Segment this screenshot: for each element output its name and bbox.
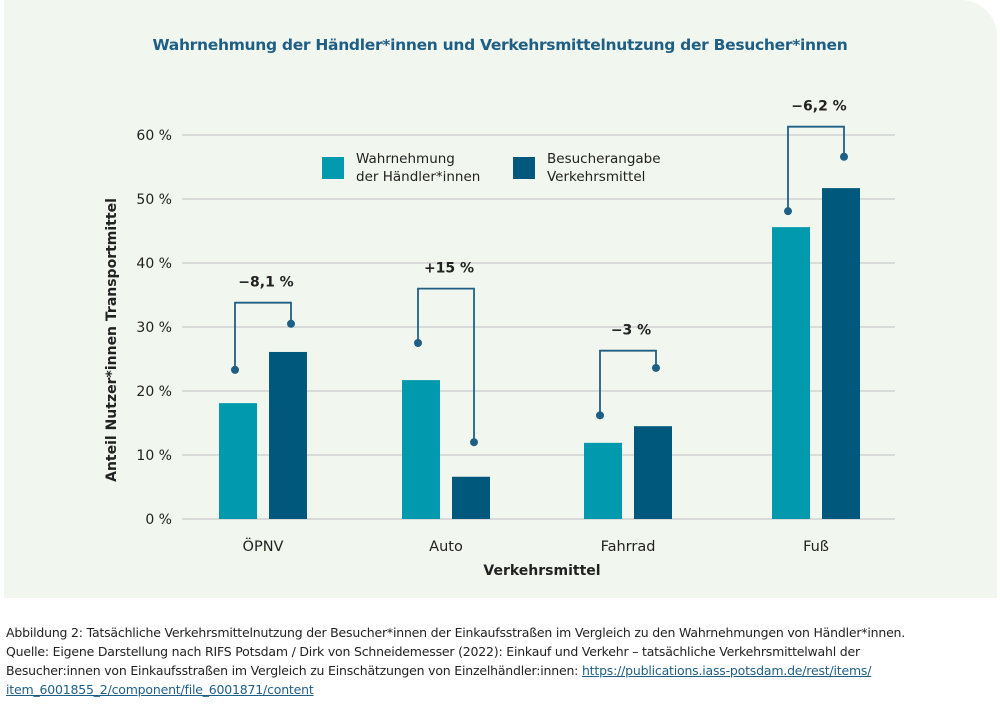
bracket-point-besucher (840, 152, 848, 161)
legend-swatch-teal (322, 157, 344, 179)
caption-line: Abbildung 2: Tatsächliche Verkehrsmittel… (6, 625, 906, 640)
y-tick-label: 50 % (136, 192, 172, 208)
bar-chart: 0 %10 %20 %30 %40 %50 %60 % −8,1 %+15 %−… (104, 99, 895, 579)
legend-swatch-navy (513, 157, 535, 179)
bracket-point-haendler (596, 411, 604, 420)
bar-haendler (584, 442, 622, 519)
caption-line: Besucher:innen von Einkaufsstraßen im Ve… (6, 661, 996, 680)
y-tick-label: 20 % (136, 384, 172, 400)
y-axis-ticks: 0 % 10 % 20 % 30 % 40 % 50 % 60 % (136, 128, 172, 528)
x-category-label: ÖPNV (243, 537, 284, 555)
difference-label: −6,2 % (791, 99, 846, 115)
bar-besucher (269, 351, 307, 519)
bar-besucher (822, 188, 860, 519)
y-tick-label: 40 % (136, 256, 172, 272)
bracket-point-besucher (652, 363, 660, 372)
bar-haendler (219, 403, 257, 519)
difference-bracket (417, 287, 475, 443)
legend-item-besucher: Besucherangabe Verkehrsmittel (513, 150, 661, 186)
bracket-point-besucher (287, 319, 295, 328)
source-link[interactable]: https://publications.iass-potsdam.de/res… (581, 663, 872, 678)
difference-bracket (787, 125, 845, 212)
y-tick-label: 10 % (136, 448, 172, 464)
legend-label: Besucherangabe Verkehrsmittel (547, 151, 661, 185)
bars (219, 188, 860, 519)
x-category-label: Fuß (803, 539, 829, 555)
y-tick-label: 30 % (136, 320, 172, 336)
y-tick-label: 60 % (136, 128, 172, 144)
bracket-point-haendler (784, 207, 792, 216)
difference-bracket (234, 301, 292, 370)
difference-annotations: −8,1 % +15 % −3 % −6,2 % (231, 99, 848, 447)
bar-besucher (452, 476, 490, 519)
bracket-point-haendler (231, 365, 239, 374)
caption-line: Quelle: Eigene Darstellung nach RIFS Pot… (6, 644, 860, 659)
source-link-continued[interactable]: item_6001855_2/component/file_6001871/co… (6, 682, 314, 697)
caption-text: Besucher:innen von Einkaufsstraßen im Ve… (6, 663, 582, 678)
figure-caption: Abbildung 2: Tatsächliche Verkehrsmittel… (6, 623, 996, 699)
difference-label: −8,1 % (238, 275, 293, 291)
x-category-label: Fahrrad (601, 539, 656, 555)
legend-label: Wahrnehmung der Händler*innen (356, 151, 481, 185)
y-axis-title: Anteil Nutzer*innen Transportmittel (104, 198, 120, 482)
bracket-point-haendler (414, 339, 422, 347)
legend-item-haendler: Wahrnehmung der Händler*innen (322, 150, 480, 186)
bar-besucher (634, 426, 672, 519)
bracket-point-besucher (470, 438, 478, 447)
x-category-label: Auto (429, 539, 463, 555)
x-axis-title: Verkehrsmittel (483, 563, 600, 579)
x-axis-categories: ÖPNV Auto Fahrrad Fuß (243, 537, 829, 555)
difference-label: +15 % (424, 261, 474, 277)
caption-line: item_6001855_2/component/file_6001871/co… (6, 680, 996, 699)
chart-title: Wahrnehmung der Händler*innen und Verkeh… (152, 36, 848, 54)
bar-haendler (772, 227, 810, 519)
difference-label: −3 % (611, 323, 651, 339)
difference-bracket (599, 349, 657, 416)
bar-haendler (402, 380, 440, 519)
y-tick-label: 0 % (145, 512, 172, 528)
